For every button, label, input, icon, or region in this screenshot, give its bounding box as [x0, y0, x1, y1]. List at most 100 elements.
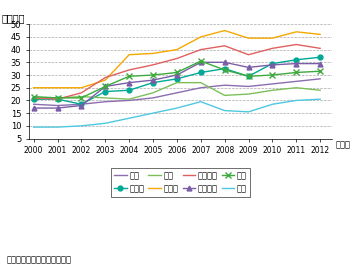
- 英国: [32, 95, 36, 98]
- Legend: 米国, カナダ, 日本, ドイツ, フランス, イタリア, 英国, 韓国: 米国, カナダ, 日本, ドイツ, フランス, イタリア, 英国, 韓国: [111, 168, 250, 197]
- 英国: [199, 59, 203, 63]
- 日本: [151, 91, 155, 94]
- イタリア: [103, 85, 107, 88]
- フランス: [175, 57, 179, 60]
- ドイツ: [79, 86, 84, 89]
- Text: 資料：米国労働省から作成。: 資料：米国労働省から作成。: [7, 256, 72, 265]
- ドイツ: [55, 86, 59, 89]
- Line: 英国: 英国: [31, 58, 323, 101]
- カナダ: [175, 77, 179, 80]
- イタリア: [318, 62, 322, 65]
- 韓国: [199, 100, 203, 103]
- 米国: [294, 80, 298, 83]
- 英国: [103, 85, 107, 88]
- 韓国: [127, 117, 131, 120]
- Line: ドイツ: ドイツ: [34, 31, 320, 88]
- フランス: [199, 48, 203, 51]
- イタリア: [246, 66, 251, 69]
- カナダ: [318, 56, 322, 59]
- 米国: [270, 82, 274, 85]
- 韓国: [175, 106, 179, 110]
- ドイツ: [270, 37, 274, 40]
- ドイツ: [151, 52, 155, 55]
- ドイツ: [103, 78, 107, 82]
- 日本: [223, 94, 227, 97]
- 日本: [294, 86, 298, 89]
- 英国: [151, 73, 155, 77]
- 英国: [79, 96, 84, 99]
- 韓国: [32, 126, 36, 129]
- 米国: [127, 99, 131, 102]
- フランス: [79, 91, 84, 94]
- フランス: [103, 76, 107, 79]
- 日本: [175, 81, 179, 84]
- フランス: [270, 47, 274, 50]
- 日本: [246, 93, 251, 96]
- Line: カナダ: カナダ: [31, 55, 322, 107]
- フランス: [223, 44, 227, 47]
- フランス: [318, 47, 322, 50]
- カナダ: [79, 103, 84, 106]
- 日本: [103, 96, 107, 99]
- ドイツ: [32, 86, 36, 89]
- ドイツ: [294, 30, 298, 34]
- カナダ: [151, 81, 155, 84]
- 英国: [246, 75, 251, 78]
- Line: 韓国: 韓国: [34, 99, 320, 127]
- カナダ: [294, 58, 298, 61]
- Line: 米国: 米国: [34, 79, 320, 106]
- イタリア: [127, 81, 131, 84]
- 米国: [151, 96, 155, 99]
- イタリア: [175, 73, 179, 77]
- 韓国: [223, 109, 227, 112]
- フランス: [151, 63, 155, 66]
- フランス: [246, 53, 251, 56]
- Text: （年）: （年）: [335, 141, 350, 150]
- カナダ: [55, 98, 59, 101]
- 英国: [270, 73, 274, 77]
- 英国: [55, 96, 59, 99]
- Line: フランス: フランス: [34, 44, 320, 99]
- イタリア: [270, 63, 274, 66]
- 韓国: [79, 124, 84, 127]
- カナダ: [199, 71, 203, 74]
- 米国: [318, 77, 322, 80]
- 英国: [127, 75, 131, 78]
- 韓国: [151, 111, 155, 115]
- 米国: [175, 91, 179, 94]
- 米国: [246, 85, 251, 88]
- ドイツ: [199, 35, 203, 39]
- ドイツ: [318, 33, 322, 36]
- イタリア: [223, 61, 227, 64]
- フランス: [294, 43, 298, 46]
- フランス: [127, 68, 131, 72]
- 英国: [318, 70, 322, 73]
- 日本: [270, 89, 274, 92]
- 韓国: [294, 99, 298, 102]
- フランス: [32, 96, 36, 99]
- ドイツ: [127, 53, 131, 56]
- 韓国: [270, 103, 274, 106]
- 英国: [294, 71, 298, 74]
- 韓国: [103, 122, 107, 125]
- 米国: [199, 86, 203, 89]
- 米国: [223, 84, 227, 87]
- カナダ: [32, 98, 36, 101]
- 日本: [79, 95, 84, 98]
- イタリア: [294, 62, 298, 65]
- 日本: [318, 89, 322, 92]
- Line: イタリア: イタリア: [31, 60, 322, 110]
- Line: 日本: 日本: [34, 83, 320, 99]
- カナダ: [270, 62, 274, 65]
- イタリア: [151, 78, 155, 82]
- 韓国: [246, 110, 251, 114]
- 英国: [223, 68, 227, 72]
- イタリア: [55, 106, 59, 110]
- 米国: [79, 103, 84, 106]
- ドイツ: [246, 37, 251, 40]
- 日本: [127, 98, 131, 101]
- 日本: [32, 96, 36, 99]
- 日本: [199, 81, 203, 84]
- イタリア: [199, 61, 203, 64]
- 韓国: [318, 98, 322, 101]
